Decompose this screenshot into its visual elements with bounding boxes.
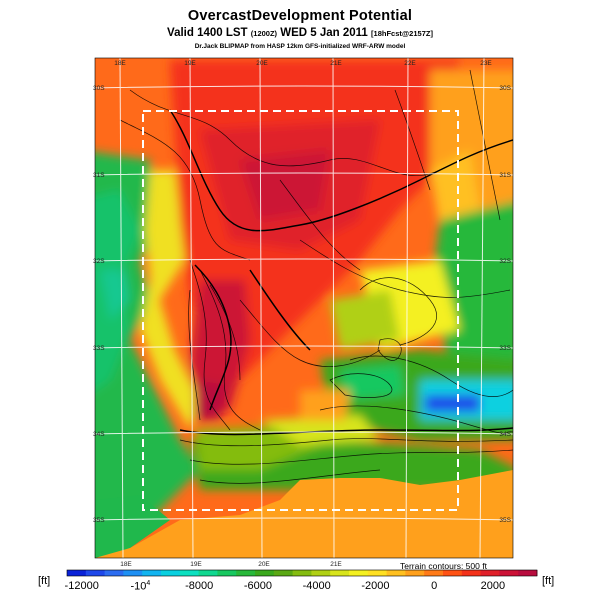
lat-label-left: 31S [93,172,105,179]
lon-label-top: 18E [114,60,126,67]
colorbar-swatch [104,570,124,576]
colorbar-swatch [443,570,463,576]
colorbar-swatch [198,570,218,576]
lat-label-left: 30S [93,85,105,92]
chart-title: OvercastDevelopment Potential [187,8,413,24]
colorbar-swatch [499,570,519,576]
colorbar-swatch [480,570,500,576]
forecast-code: [18hFcst@2157Z] [371,29,433,38]
colorbar-swatch [142,570,162,576]
colorbar-swatch [292,570,312,576]
lat-label-right: 34S [499,431,511,438]
unit-right: [ft] [542,575,555,587]
colorbar-tick-label: -6000 [243,580,272,592]
lon-label-bottom: 20E [258,561,270,568]
colorbar-swatch [311,570,331,576]
lon-label-bottom: 18E [120,561,132,568]
lat-label-right: 30S [499,85,511,92]
colorbar-swatch [330,570,350,576]
colorbar-swatch [367,570,387,576]
colorbar-swatch [424,570,444,576]
colorbar [67,570,538,576]
colorbar-swatch [518,570,538,576]
colorbar-tick-label: -8000 [185,580,214,592]
colorbar-swatch [405,570,425,576]
colorbar-tick-label: -2000 [361,580,390,592]
lat-label-left: 33S [93,345,105,352]
colorbar-swatch [349,570,369,576]
colorbar-swatch [67,570,87,576]
lat-label-right: 35S [499,517,511,524]
lon-label-bottom: 21E [330,561,342,568]
lon-label-top: 21E [330,60,342,67]
lat-label-left: 35S [93,517,105,524]
colorbar-swatch [386,570,406,576]
lon-label-top: 23E [480,60,492,67]
lat-label-right: 31S [499,172,511,179]
lon-label-top: 20E [256,60,268,67]
unit-left: [ft] [38,575,51,587]
valid-time-line: Valid 1400 LST (1200Z) WED 5 Jan 2011 [1… [0,27,600,39]
colorbar-tick-label: -12000 [64,580,99,592]
colorbar-tick-label: -4000 [302,580,331,592]
lat-label-left: 32S [93,258,105,265]
colorbar-tick-base: -10 [130,580,147,593]
colorbar-tick-label: 0 [431,580,438,592]
colorbar-swatch [255,570,275,576]
valid-date: WED 5 Jan 2011 [280,27,368,39]
colorbar-swatch [179,570,199,576]
colorbar-swatch [217,570,237,576]
colorbar-swatch [85,570,105,576]
colorbar-swatch [123,570,143,576]
colorbar-swatch [461,570,481,576]
colorbar-tick-exponent: 4 [146,580,151,587]
valid-time: Valid 1400 LST [167,27,248,39]
lon-label-top: 22E [404,60,416,67]
lon-label-bottom: 19E [190,561,202,568]
colorbar-tick-label: 2000 [480,580,506,592]
lat-label-left: 34S [93,431,105,438]
colorbar-swatch [273,570,293,576]
map-field [95,58,513,558]
lat-label-right: 33S [499,345,511,352]
colorbar-tick-label: -104 [130,580,150,593]
colorbar-swatch [161,570,181,576]
terrain-contour-note: Terrain contours: 500 ft [400,561,487,571]
colorbar-swatch [236,570,256,576]
model-credit: Dr.Jack BLIPMAP from HASP 12km GFS-initi… [194,43,406,50]
lon-label-top: 19E [184,60,196,67]
utc-time: (1200Z) [250,29,278,38]
lat-label-right: 32S [499,258,511,265]
